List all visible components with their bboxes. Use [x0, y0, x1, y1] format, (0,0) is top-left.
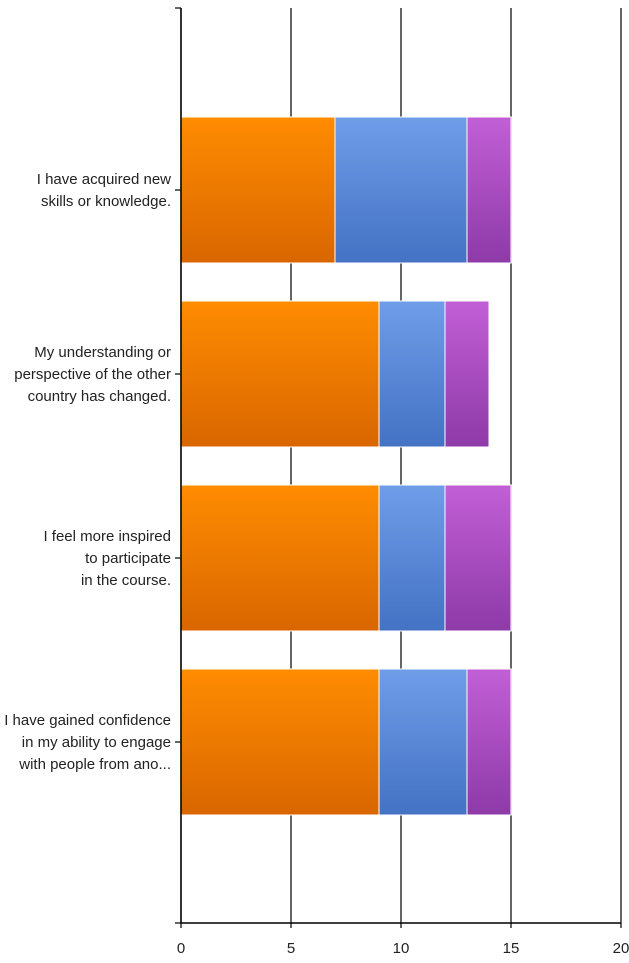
category-label: in my ability to engage	[22, 734, 171, 751]
category-label: I feel more inspired	[43, 528, 171, 545]
bar-segment	[180, 300, 380, 448]
category-label: My understanding or	[34, 344, 171, 361]
category-label: I have gained confidence	[4, 712, 171, 729]
bar-segment	[466, 116, 512, 264]
x-tick-label: 0	[177, 940, 185, 957]
bar-segment	[378, 668, 468, 816]
bar-segment	[180, 668, 380, 816]
x-tick-label: 15	[503, 940, 520, 957]
category-label: with people from ano...	[18, 756, 171, 773]
bar-segment	[334, 116, 468, 264]
category-label: I have acquired new	[37, 171, 171, 188]
bar-segment	[378, 484, 446, 632]
x-tick-label: 20	[613, 940, 629, 957]
x-tick-label: 10	[393, 940, 410, 957]
bar-segment	[444, 300, 490, 448]
bar-segment	[378, 300, 446, 448]
x-tick-label: 5	[287, 940, 295, 957]
bar-segment	[466, 668, 512, 816]
category-label: perspective of the other	[14, 366, 171, 383]
category-label: to participate	[85, 550, 171, 567]
bar-segment	[444, 484, 512, 632]
category-label: skills or knowledge.	[41, 193, 171, 210]
category-label: in the course.	[81, 572, 171, 589]
bar-segment	[180, 484, 380, 632]
category-label: country has changed.	[28, 388, 171, 405]
bar-segment	[180, 116, 336, 264]
